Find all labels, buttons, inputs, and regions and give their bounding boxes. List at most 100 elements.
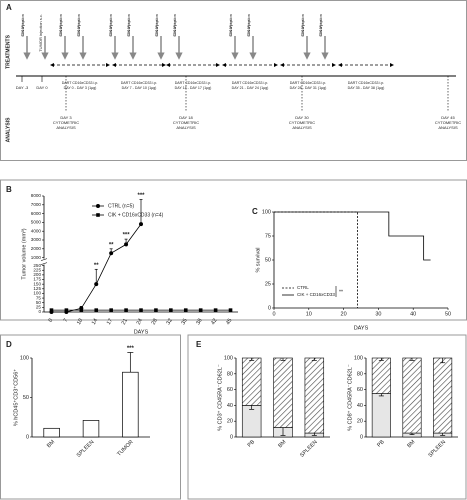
point [64, 308, 69, 312]
y-tick-label: 0 [26, 434, 29, 440]
analysis-label: CYTOMETRIC [173, 120, 199, 125]
y-tick-label: 4000 [31, 228, 42, 233]
point [94, 282, 99, 287]
panel-label: A [6, 3, 12, 12]
x-tick-label: BM [277, 439, 287, 449]
y-tick-label: 100 [354, 355, 363, 361]
x-axis-label: DAYS [134, 329, 149, 335]
bar-segment [241, 405, 262, 438]
y-tick-label: 60 [357, 387, 363, 393]
point [228, 308, 233, 312]
panel-label: C [252, 207, 258, 216]
y-tick-label: 1000 [31, 255, 42, 260]
analysis-label: CYTOMETRIC [435, 120, 461, 125]
significance: *** [123, 233, 131, 239]
injection-label: 5X10⁶ i.p. [172, 19, 177, 36]
analysis-label: ANALYSIS [438, 125, 458, 130]
x-tick-label: 40 [410, 311, 416, 317]
injection-label: 5X10⁶ i.p. [300, 19, 305, 36]
panel-b-frame [0, 179, 467, 321]
x-tick-label: PB [247, 439, 257, 449]
injection-label: CIK injection [154, 14, 159, 36]
x-tick-label: 24 [136, 318, 144, 326]
axis-break-mark [40, 262, 48, 265]
dart-label: DART CD16xCD33 i.p. [290, 81, 327, 85]
dart-label: DAY 35 - DAY 38 (1µg) [348, 86, 385, 90]
y-tick-label: 0 [268, 305, 271, 311]
point [49, 308, 54, 312]
y-tick-label: 225 [33, 267, 41, 272]
x-tick-label: TUMOR [116, 439, 135, 458]
y-tick-label: 75 [265, 233, 271, 239]
x-tick-label: 7 [63, 318, 70, 324]
x-tick-label: 20 [341, 311, 347, 317]
x-tick-label: 50 [445, 311, 451, 317]
x-tick-label: 45 [225, 318, 233, 326]
injection-label: CIK injection [108, 14, 113, 36]
analysis-label: CYTOMETRIC [53, 120, 79, 125]
y-tick-label: 0 [360, 434, 363, 440]
dart-label: DAY 0 - DAY 3 (1µg) [64, 86, 97, 90]
x-tick-label: 35 [181, 318, 189, 326]
bar-segment [304, 357, 325, 434]
significance: ** [109, 242, 114, 248]
injection-label: CIK injection [246, 14, 251, 36]
dart-label: DART CD16xCD33 i.p. [232, 81, 269, 85]
injection-label: 5X10⁶ i.p. [76, 19, 81, 36]
legend-marker [96, 204, 100, 208]
dart-label: DAY 21 - DAY 24 (1µg) [232, 86, 269, 90]
x-tick-label: 32 [166, 318, 174, 326]
injection-label: 5X10⁶ i.p. [20, 19, 25, 36]
y-tick-label: 200 [33, 272, 41, 277]
chart: C 0 25 50 75 100 % survival 0 10 20 30 40 50 DAYS CTRL… [252, 207, 451, 331]
x-tick-label: 10 [76, 318, 84, 326]
analysis-label: DAY 3 [60, 115, 72, 120]
injection-label: CIK injection [172, 14, 177, 36]
axis-break-mark [40, 258, 48, 261]
y-axis-label: % hCD45⁺CD3⁺CD56⁺ [12, 369, 19, 426]
x-tick-label: 0 [48, 318, 55, 324]
x-tick-label: PB [376, 439, 386, 449]
point [139, 222, 143, 227]
y-tick-label: 250 [33, 263, 41, 268]
y-tick-label: 80 [227, 371, 233, 377]
chart: B025507510012515017520022525010002000300… [6, 185, 238, 335]
axis-break [41, 258, 47, 265]
significance: *** [127, 346, 135, 352]
injection-label: CIK injection [300, 14, 305, 36]
point [109, 251, 114, 256]
y-tick-label: 75 [36, 295, 42, 300]
dart-label: DAY 7 - DAY 10 (1µg) [122, 86, 157, 90]
point [139, 308, 143, 312]
dart-label: DAY 28 - DAY 31 (1µg) [290, 86, 327, 90]
point [198, 308, 203, 312]
point [124, 308, 128, 312]
y-tick-label: 0 [38, 309, 41, 314]
y-tick-label: 3000 [31, 237, 42, 242]
injection-label: 5X10⁶ i.p. [58, 19, 63, 36]
point [154, 308, 158, 312]
injection-label: 5X10⁶ i.p. [108, 19, 113, 36]
bar-segment [273, 357, 293, 428]
y-axis-label: Tumor volume (mm³) [21, 228, 27, 279]
y-tick-label: 5000 [31, 220, 42, 225]
bar-segment [371, 357, 391, 394]
analysis-label: DAY 45 [441, 115, 455, 120]
x-tick-label: 21 [121, 318, 129, 326]
analysis-label: ANALYSIS [56, 125, 76, 130]
injection-label: CIK injection [228, 14, 233, 36]
x-tick-label: 0 [272, 311, 275, 317]
x-axis-label: DAYS [354, 325, 369, 331]
legend-label: CTRL (n=5) [108, 203, 134, 209]
dart-label: DART CD16xCD33 i.p. [175, 81, 212, 85]
bar-segment [241, 357, 262, 406]
point [124, 242, 129, 247]
y-axis-label: % CD3⁺ CD45RA⁻CD62L⁻ [216, 364, 223, 431]
x-tick-label: 17 [106, 318, 114, 326]
row-label: ANALYSIS [5, 117, 11, 142]
x-tick-label: 30 [375, 311, 381, 317]
y-tick-label: 2000 [31, 246, 42, 251]
x-tick-label: BM [46, 439, 56, 449]
chart: 0 20 40 60 80 100% CD8⁺ CD45RA⁻CD62L⁻ PB BM SPLE… [346, 355, 458, 459]
